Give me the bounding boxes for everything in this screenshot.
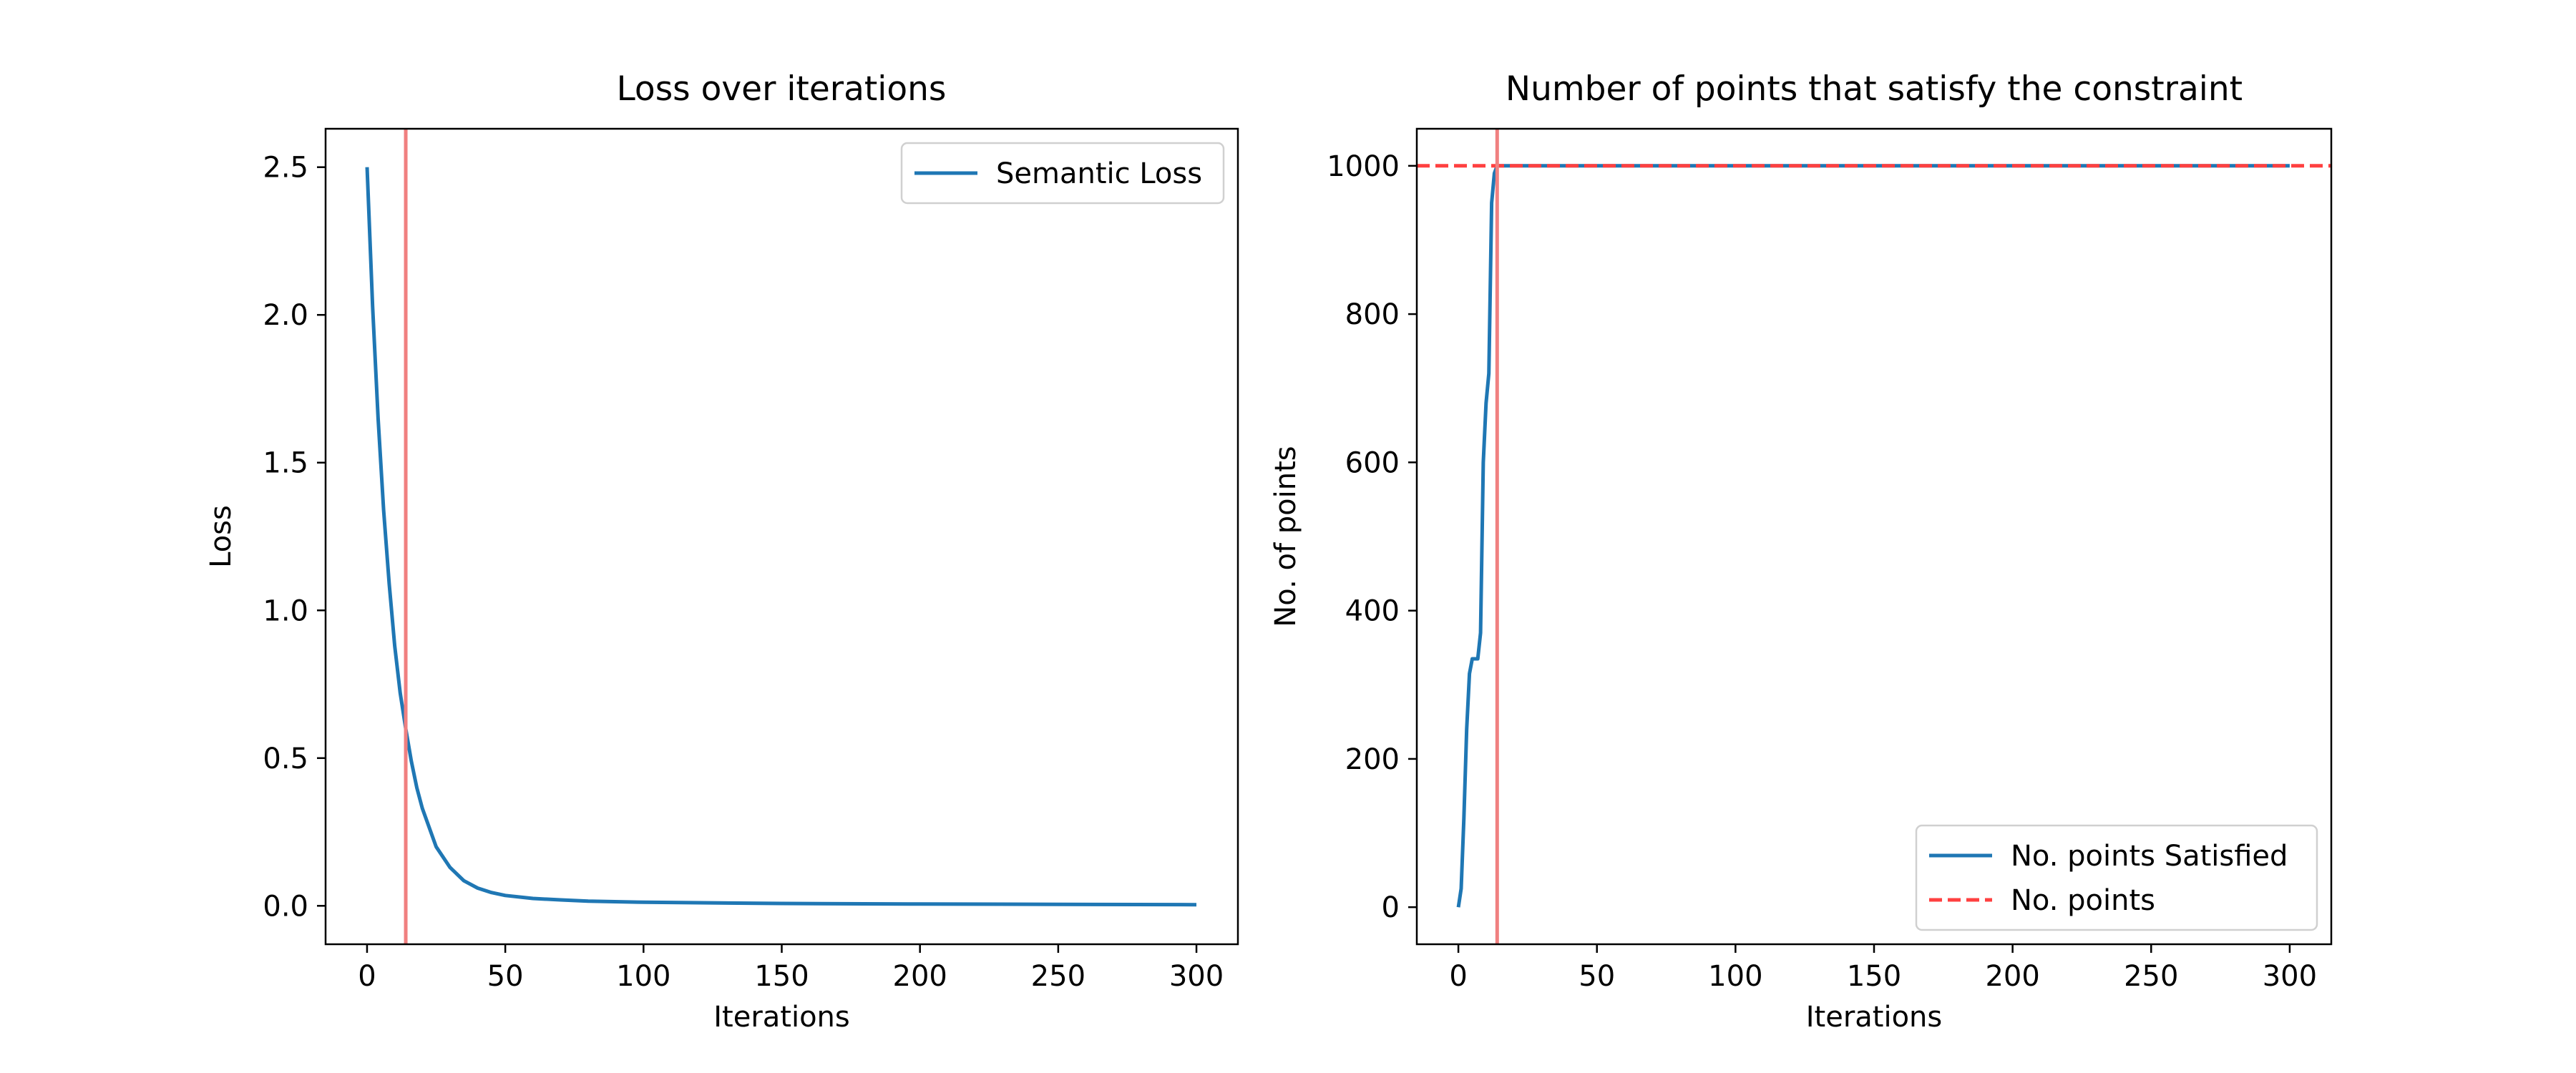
x-tick-label: 0 [1449,960,1467,993]
x-tick-label: 200 [893,960,947,993]
x-tick-label: 50 [487,960,524,993]
legend: Semantic Loss [900,142,1225,205]
x-tick-label: 0 [358,960,376,993]
x-tick-label: 100 [616,960,670,993]
axes-frame [324,127,1239,946]
y-axis-label: No. of points [1269,446,1302,627]
y-tick-label: 800 [1345,298,1400,331]
series-line-0 [365,167,1197,907]
x-tick-label: 100 [1708,960,1762,993]
x-axis-label: Iterations [713,1001,850,1034]
legend-label-0: No. points Satisfied [2011,840,2288,873]
legend-box [900,142,1225,205]
chart-loss: Loss over iterations Iterations Loss 0 50 100… [205,69,1239,1034]
y-tick-label: 1.5 [263,447,308,480]
y-tick-label: 200 [1345,743,1400,776]
plot-area [1417,129,2331,944]
y-tick-label: 1.0 [263,594,308,627]
plot-area [365,129,1197,944]
chart-title: Loss over iterations [617,69,947,109]
y-tick-label: 0.5 [263,743,308,775]
x-tick-label: 300 [2263,960,2317,993]
y-tick-label: 400 [1345,595,1400,628]
legend-label-0: Semantic Loss [996,157,1202,190]
chart-points: Number of points that satisfy the constr… [1269,69,2333,1034]
x-tick-label: 200 [1985,960,2039,993]
y-tick-label: 0.0 [263,890,308,923]
axes-frame [1415,127,2333,946]
chart-title: Number of points that satisfy the constr… [1506,69,2243,109]
x-tick-label: 50 [1579,960,1615,993]
x-tick-label: 150 [1847,960,1901,993]
legend-box [1915,824,2318,931]
x-tick-label: 250 [2124,960,2178,993]
y-axis-label: Loss [205,505,238,568]
legend-label-1: No. points [2011,884,2155,917]
y-tick-label: 2.0 [263,299,308,332]
x-tick-label: 150 [754,960,809,993]
legend: No. points Satisfied No. points [1915,824,2318,931]
y-tick-label: 600 [1345,446,1400,479]
x-axis-label: Iterations [1806,1001,1943,1034]
y-tick-label: 1000 [1327,150,1400,183]
x-tick-label: 250 [1031,960,1085,993]
y-tick-label: 2.5 [263,152,308,185]
y-tick-label: 0 [1382,891,1400,924]
x-tick-label: 300 [1169,960,1224,993]
